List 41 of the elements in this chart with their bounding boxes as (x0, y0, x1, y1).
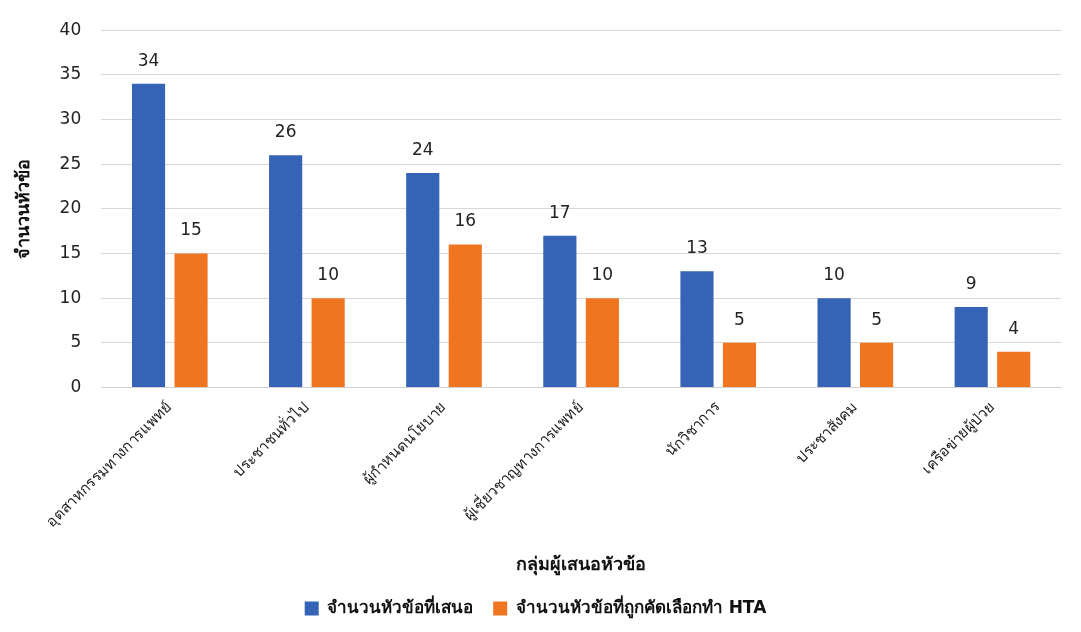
bar (722, 342, 757, 387)
bar (448, 244, 482, 387)
data-label: 5 (734, 308, 745, 329)
bar (131, 83, 166, 387)
data-label: 34 (137, 49, 160, 70)
bar (954, 307, 988, 387)
data-label: 15 (180, 219, 202, 240)
data-label: 4 (1008, 317, 1020, 338)
data-label: 10 (823, 264, 845, 285)
data-label: 10 (591, 264, 614, 285)
bar (997, 351, 1031, 387)
data-label: 13 (686, 237, 708, 258)
data-label: 26 (274, 121, 297, 142)
y-tick-label: 35 (59, 63, 82, 84)
bar (860, 342, 894, 387)
data-label: 24 (411, 139, 434, 160)
legend-label: จำนวนหัวข้อที่เสนอ (327, 594, 474, 617)
data-label: 17 (549, 201, 571, 222)
bar (311, 298, 345, 387)
y-tick-label: 30 (59, 107, 82, 128)
bar (817, 298, 851, 387)
y-tick-label: 10 (59, 286, 82, 307)
bar (406, 173, 440, 387)
bar (174, 253, 208, 387)
y-tick-label: 25 (59, 152, 82, 173)
data-label: 5 (871, 308, 882, 329)
legend-label: จำนวนหัวข้อที่ถูกคัดเลือกทำ HTA (515, 594, 768, 619)
bar (269, 155, 303, 387)
bar (543, 235, 577, 387)
y-tick-label: 15 (59, 241, 82, 262)
bar (680, 271, 714, 387)
y-tick-label: 20 (59, 197, 82, 218)
y-tick-label: 0 (70, 375, 82, 396)
y-axis-title: จำนวนหัวข้อ (12, 158, 34, 259)
y-tick-label: 5 (70, 331, 82, 352)
y-tick-label: 40 (59, 18, 82, 39)
x-axis-title: กลุ่มผู้เสนอหัวข้อ (516, 552, 647, 576)
data-label: 16 (454, 210, 477, 231)
data-label: 9 (965, 273, 977, 293)
bar (585, 298, 619, 387)
data-label: 10 (317, 264, 339, 285)
